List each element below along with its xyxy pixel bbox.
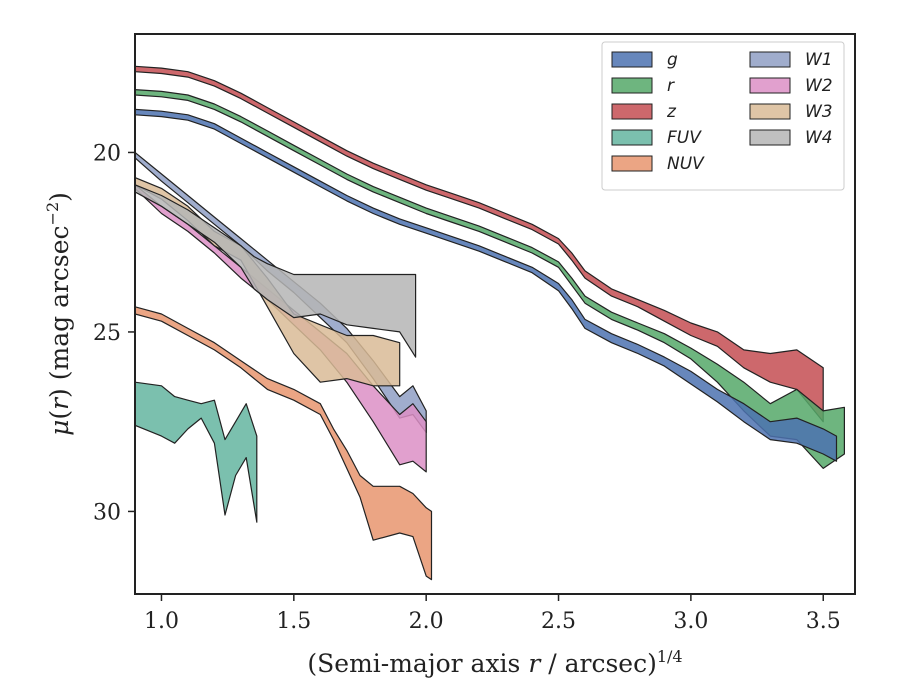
legend-swatch-w2 [749, 77, 791, 94]
x-tick-label: 1.0 [144, 609, 179, 634]
legend-swatch-w4 [749, 129, 791, 146]
y-axis-label: μ(r) (mag arcsec−2) [43, 192, 74, 436]
band-nuv [135, 306, 433, 581]
legend-swatch-r [611, 77, 653, 94]
legend-label-w3: W3 [805, 102, 833, 122]
band-fuv [135, 381, 258, 523]
x-axis: 1.0 1.5 2.0 2.5 3.0 3.5 [144, 594, 841, 634]
x-tick-label: 3.5 [806, 609, 841, 634]
x-axis-label: (Semi-major axis r / arcsec)1/4 [307, 647, 682, 678]
legend-label-w1: W1 [805, 50, 833, 70]
y-tick-label: 30 [93, 500, 121, 525]
x-tick-label: 1.5 [276, 609, 311, 634]
legend-label-fuv: FUV [667, 128, 702, 148]
band-layer [135, 65, 845, 581]
plot-frame [134, 33, 856, 595]
legend-label-w2: W2 [805, 76, 833, 96]
x-tick-label: 3.0 [673, 609, 708, 634]
legend-swatch-g [611, 51, 653, 68]
legend: grz FUV NUV W1 W2 W3 W4 [601, 41, 845, 191]
y-tick-label: 20 [93, 141, 121, 166]
legend-swatch-w3 [749, 103, 791, 120]
band-g [135, 108, 838, 462]
legend-swatch-w1 [749, 51, 791, 68]
legend-label-w4: W4 [805, 128, 833, 148]
legend-swatch-fuv [611, 129, 653, 146]
legend-label-r: r [667, 76, 675, 96]
x-tick-label: 2.0 [409, 609, 444, 634]
legend-swatch-z [611, 103, 653, 120]
legend-label-z: z [666, 102, 677, 122]
legend-swatch-nuv [611, 155, 653, 172]
y-tick-label: 25 [93, 321, 121, 346]
x-tick-label: 2.5 [541, 609, 576, 634]
y-axis: 20 25 30 [93, 141, 135, 525]
band-w4 [135, 184, 417, 358]
legend-label-nuv: NUV [667, 154, 705, 174]
legend-label-g: g [667, 50, 678, 70]
